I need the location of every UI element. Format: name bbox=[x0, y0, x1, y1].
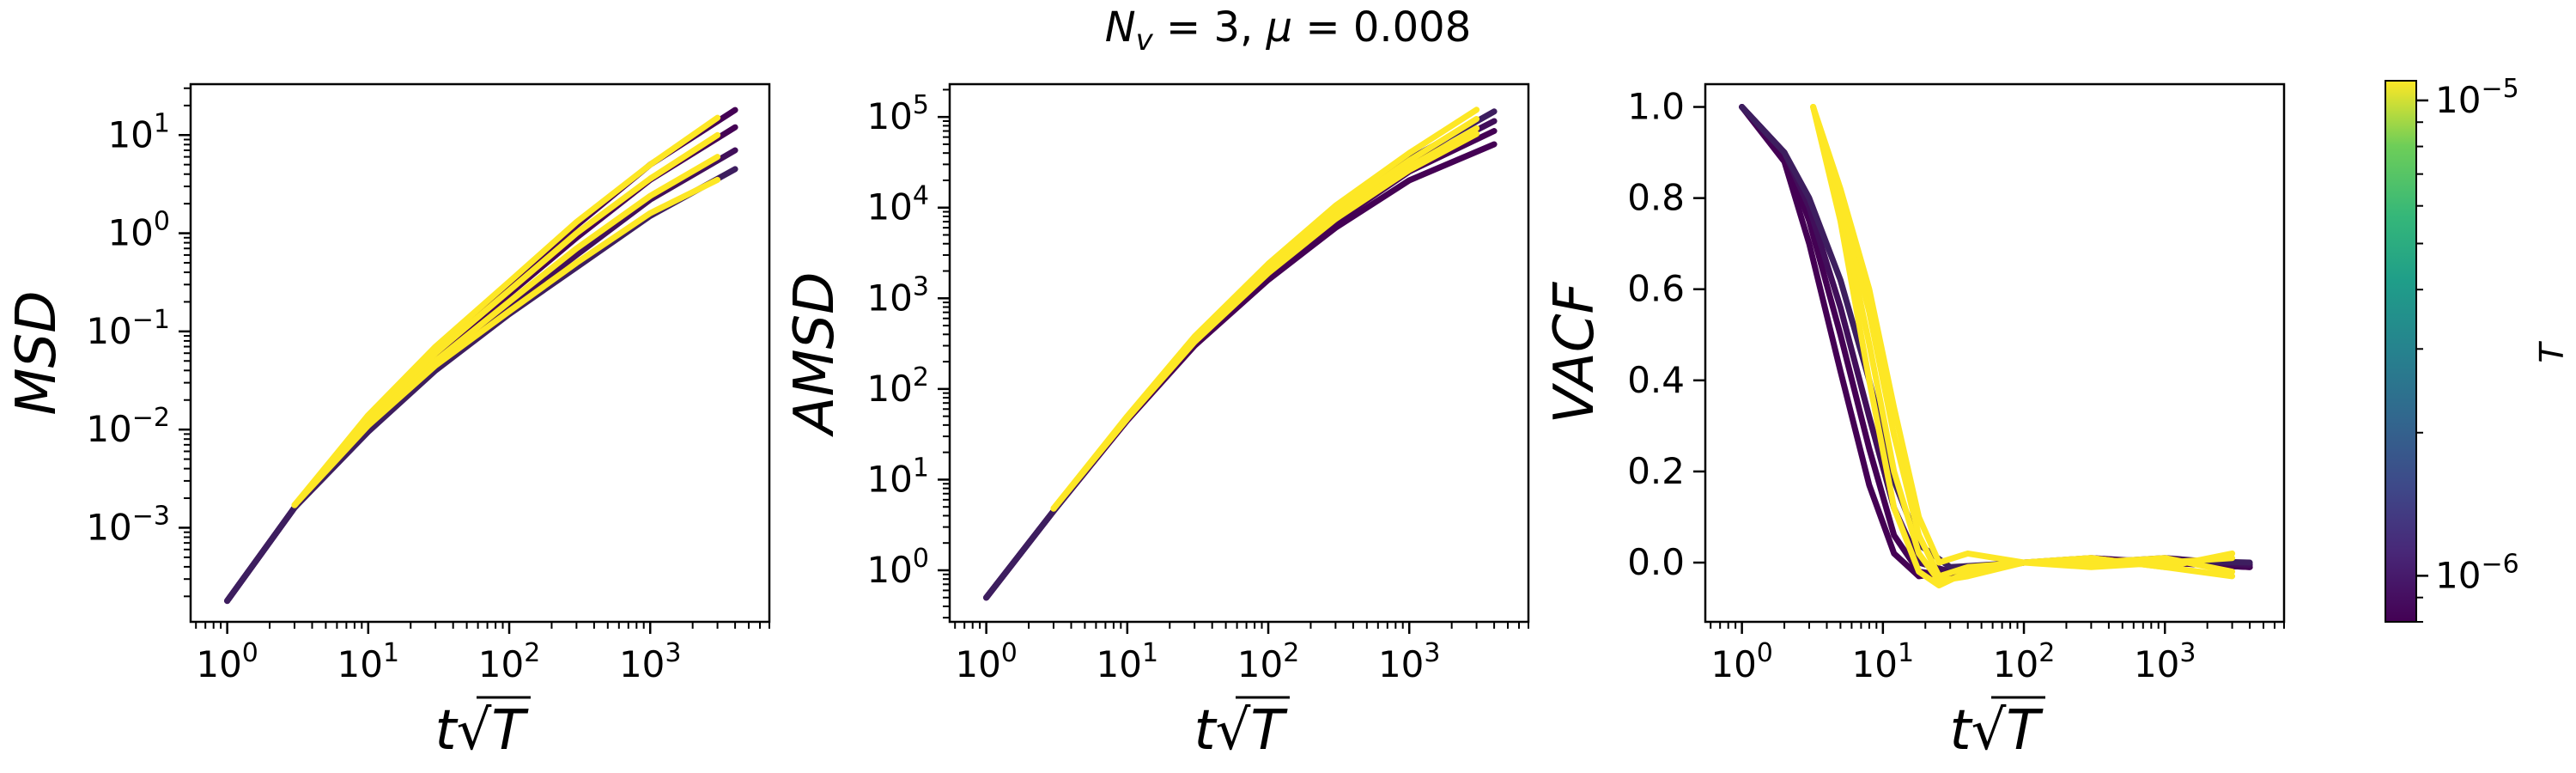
vacf-x-tick-label: 103 bbox=[2134, 638, 2196, 685]
colorbar-tick-label: 10−5 bbox=[2435, 74, 2519, 121]
msd-y-tick-label: 10−3 bbox=[86, 501, 170, 548]
vacf-xlabel: t√T bbox=[1950, 699, 2044, 763]
vacf-x-tick-label: 100 bbox=[1710, 638, 1773, 685]
amsd-y-tick-label: 101 bbox=[866, 453, 929, 500]
vacf-y-tick-label: 0.6 bbox=[1627, 268, 1685, 310]
vacf-panel: 100 101 102 103 0.0 0.2 0.4 0.6 0.8 1.0 VACF t√T bbox=[1543, 82, 2286, 763]
vacf-y-tick-label: 0.0 bbox=[1627, 541, 1685, 583]
amsd-series-line-0 bbox=[983, 141, 1498, 601]
amsd-series-line-1 bbox=[983, 128, 1498, 601]
vacf-series-line-3 bbox=[1739, 104, 2253, 570]
colorbar-label: T bbox=[2533, 341, 2571, 363]
amsd-plot-frame bbox=[948, 82, 1530, 624]
msd-y-tick-label: 101 bbox=[107, 108, 170, 155]
colorbar: 10−5 10−6 T bbox=[2385, 74, 2571, 623]
msd-series-line-3 bbox=[224, 166, 738, 605]
vacf-y-tick-label: 1.0 bbox=[1627, 86, 1685, 128]
msd-x-tick-label: 103 bbox=[619, 638, 682, 685]
amsd-xlabel: t√T bbox=[1194, 699, 1289, 763]
amsd-series-line-2 bbox=[983, 118, 1498, 601]
figure-title: Nv = 3, μ = 0.008 bbox=[1105, 3, 1472, 58]
colorbar-tick-label: 10−6 bbox=[2435, 549, 2519, 596]
amsd-x-tick-label: 101 bbox=[1097, 638, 1159, 685]
colorbar-gradient bbox=[2385, 80, 2417, 623]
vacf-plot-frame bbox=[1704, 82, 2286, 624]
amsd-ylabel: AMSD bbox=[783, 272, 847, 438]
amsd-x-tick-label: 102 bbox=[1237, 638, 1300, 685]
vacf-x-tick-label: 101 bbox=[1852, 638, 1915, 685]
msd-series-line-2 bbox=[224, 147, 738, 605]
amsd-series-line-7 bbox=[1050, 131, 1480, 512]
msd-series-line-1 bbox=[224, 124, 738, 605]
msd-x-tick-label: 101 bbox=[337, 638, 400, 685]
msd-y-tick-label: 10−2 bbox=[86, 403, 170, 450]
vacf-y-tick-label: 0.4 bbox=[1627, 359, 1685, 401]
amsd-series-line-3 bbox=[983, 108, 1498, 601]
vacf-series-line-2 bbox=[1739, 104, 2253, 575]
msd-xlabel: t√T bbox=[435, 699, 530, 763]
msd-x-tick-label: 102 bbox=[478, 638, 541, 685]
msd-y-tick-label: 10−1 bbox=[86, 305, 170, 352]
vacf-y-tick-label: 0.2 bbox=[1627, 450, 1685, 492]
vacf-y-tick-label: 0.8 bbox=[1627, 177, 1685, 219]
vacf-series-line-1 bbox=[1739, 104, 2253, 580]
amsd-x-tick-label: 103 bbox=[1378, 638, 1441, 685]
vacf-x-tick-label: 102 bbox=[1993, 638, 2056, 685]
msd-y-tick-label: 100 bbox=[107, 207, 170, 254]
amsd-y-tick-label: 103 bbox=[866, 271, 929, 319]
msd-panel: 100 101 102 103 10−3 10−2 10−1 100 101 MSD t√T bbox=[5, 82, 771, 763]
msd-series-line-0 bbox=[224, 107, 738, 605]
msd-ylabel: MSD bbox=[5, 290, 69, 415]
vacf-ylabel: VACF bbox=[1543, 281, 1607, 423]
amsd-y-tick-label: 104 bbox=[866, 181, 929, 228]
amsd-series-line-6 bbox=[1050, 125, 1480, 512]
amsd-y-tick-label: 105 bbox=[866, 90, 929, 137]
msd-plot-frame bbox=[189, 82, 771, 624]
amsd-y-tick-label: 102 bbox=[866, 362, 929, 410]
vacf-series-line-6 bbox=[1810, 104, 2236, 580]
msd-series-line-7 bbox=[291, 176, 721, 508]
amsd-x-tick-label: 100 bbox=[955, 638, 1018, 685]
vacf-series-line-7 bbox=[1810, 104, 2236, 580]
msd-x-tick-label: 100 bbox=[196, 638, 258, 685]
vacf-series-line-0 bbox=[1739, 104, 2253, 580]
amsd-panel: 100 101 102 103 100 101 102 103 104 105 AMSD t√T bbox=[783, 82, 1530, 763]
amsd-y-tick-label: 100 bbox=[866, 544, 929, 591]
